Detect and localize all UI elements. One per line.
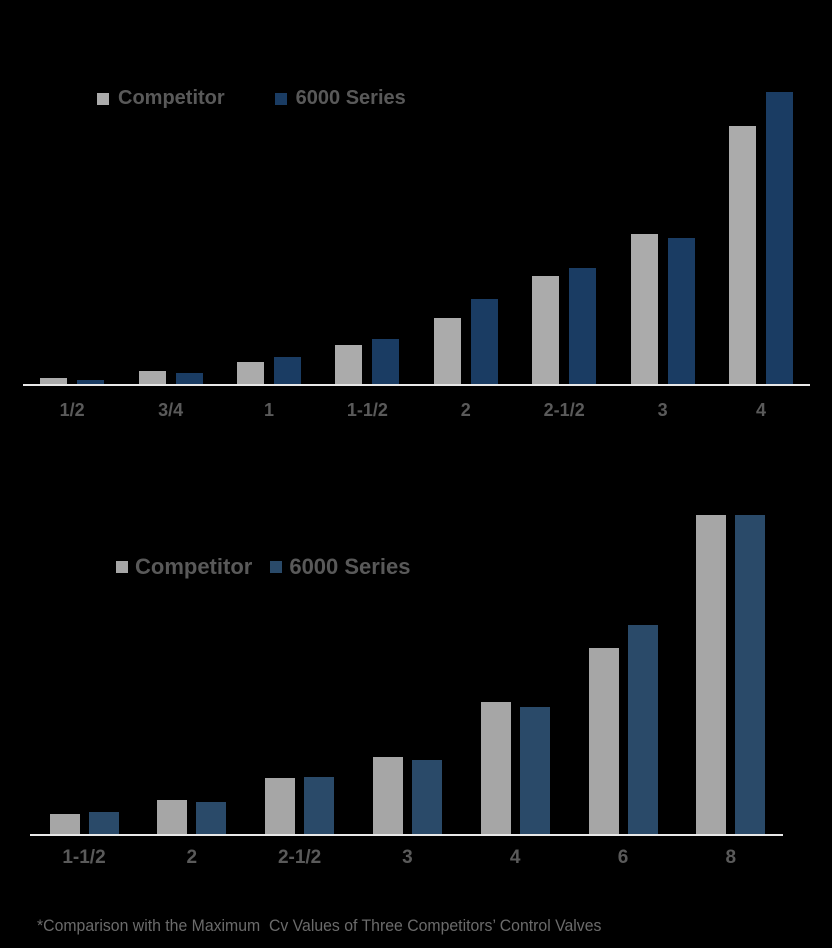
x-axis-label: 2-1/2 <box>543 400 585 420</box>
bar-competitor <box>372 757 403 834</box>
legend-item-competitor: Competitor <box>116 554 252 580</box>
bar-6000-series <box>274 357 301 384</box>
bar-6000-series <box>77 379 105 384</box>
legend-swatch-6000-series <box>270 561 283 573</box>
x-axis-label: 6 <box>617 847 629 868</box>
x-axis-label: 1-1/2 <box>62 847 106 868</box>
bar-competitor <box>237 362 264 384</box>
legend-swatch-6000-series <box>274 92 287 105</box>
bar-6000-series <box>766 92 793 384</box>
legend-swatch-competitor <box>97 92 109 105</box>
legend-swatch-competitor <box>116 561 128 573</box>
bar-competitor <box>696 515 727 834</box>
bar-competitor <box>49 813 80 834</box>
bar-competitor <box>265 777 296 834</box>
bar-6000-series <box>470 299 498 384</box>
x-axis-label: 2-1/2 <box>277 847 322 868</box>
bar-6000-series <box>372 339 400 384</box>
legend-label-competitor: Competitor <box>135 554 253 579</box>
bar-6000-series <box>667 238 695 384</box>
legend-item-6000-series: 6000 Series <box>274 87 406 110</box>
bar-competitor <box>588 648 619 834</box>
bar-6000-series <box>627 625 658 834</box>
bar-6000-series <box>519 707 550 834</box>
legend-item-competitor: Competitor <box>97 87 225 110</box>
x-axis-label: 3 <box>402 847 413 868</box>
legend-bottom: Competitor 6000 Series <box>116 554 410 580</box>
x-axis-label: 1-1/2 <box>346 400 388 420</box>
bar-6000-series <box>569 268 597 384</box>
x-axis-label: 3/4 <box>158 400 184 420</box>
bar-competitor <box>157 799 188 834</box>
legend-label-6000-series: 6000 Series <box>289 554 411 579</box>
bar-competitor <box>532 275 560 384</box>
x-axis-line-bottom <box>30 834 783 836</box>
bar-6000-series <box>304 776 335 834</box>
x-axis-label: 4 <box>509 847 521 868</box>
legend-label-6000-series: 6000 Series <box>295 87 406 109</box>
bar-competitor <box>335 344 363 384</box>
x-axis-line-top <box>23 384 810 386</box>
x-axis-label: 3 <box>657 400 668 420</box>
legend-label-competitor: Competitor <box>118 87 225 109</box>
bar-6000-series <box>196 802 227 834</box>
x-axis-label: 2 <box>186 847 198 868</box>
bar-6000-series <box>88 812 119 834</box>
bar-competitor <box>138 370 166 384</box>
footnote: *Comparison with the Maximum Cv Values o… <box>37 916 602 935</box>
x-axis-label: 1/2 <box>59 400 85 420</box>
legend-top: Competitor 6000 Series <box>97 87 406 110</box>
x-axis-label: 1 <box>263 400 275 420</box>
bar-6000-series <box>411 760 442 834</box>
bar-competitor <box>630 233 658 384</box>
bar-6000-series <box>175 373 203 384</box>
legend-item-6000-series: 6000 Series <box>270 554 410 580</box>
x-axis-label: 4 <box>755 400 767 420</box>
bar-competitor <box>480 701 511 834</box>
x-axis-label: 8 <box>725 847 737 868</box>
bar-competitor <box>40 377 68 384</box>
bar-competitor <box>729 126 756 384</box>
x-axis-label: 2 <box>460 400 471 420</box>
bar-competitor <box>433 318 461 384</box>
bar-6000-series <box>735 515 766 834</box>
